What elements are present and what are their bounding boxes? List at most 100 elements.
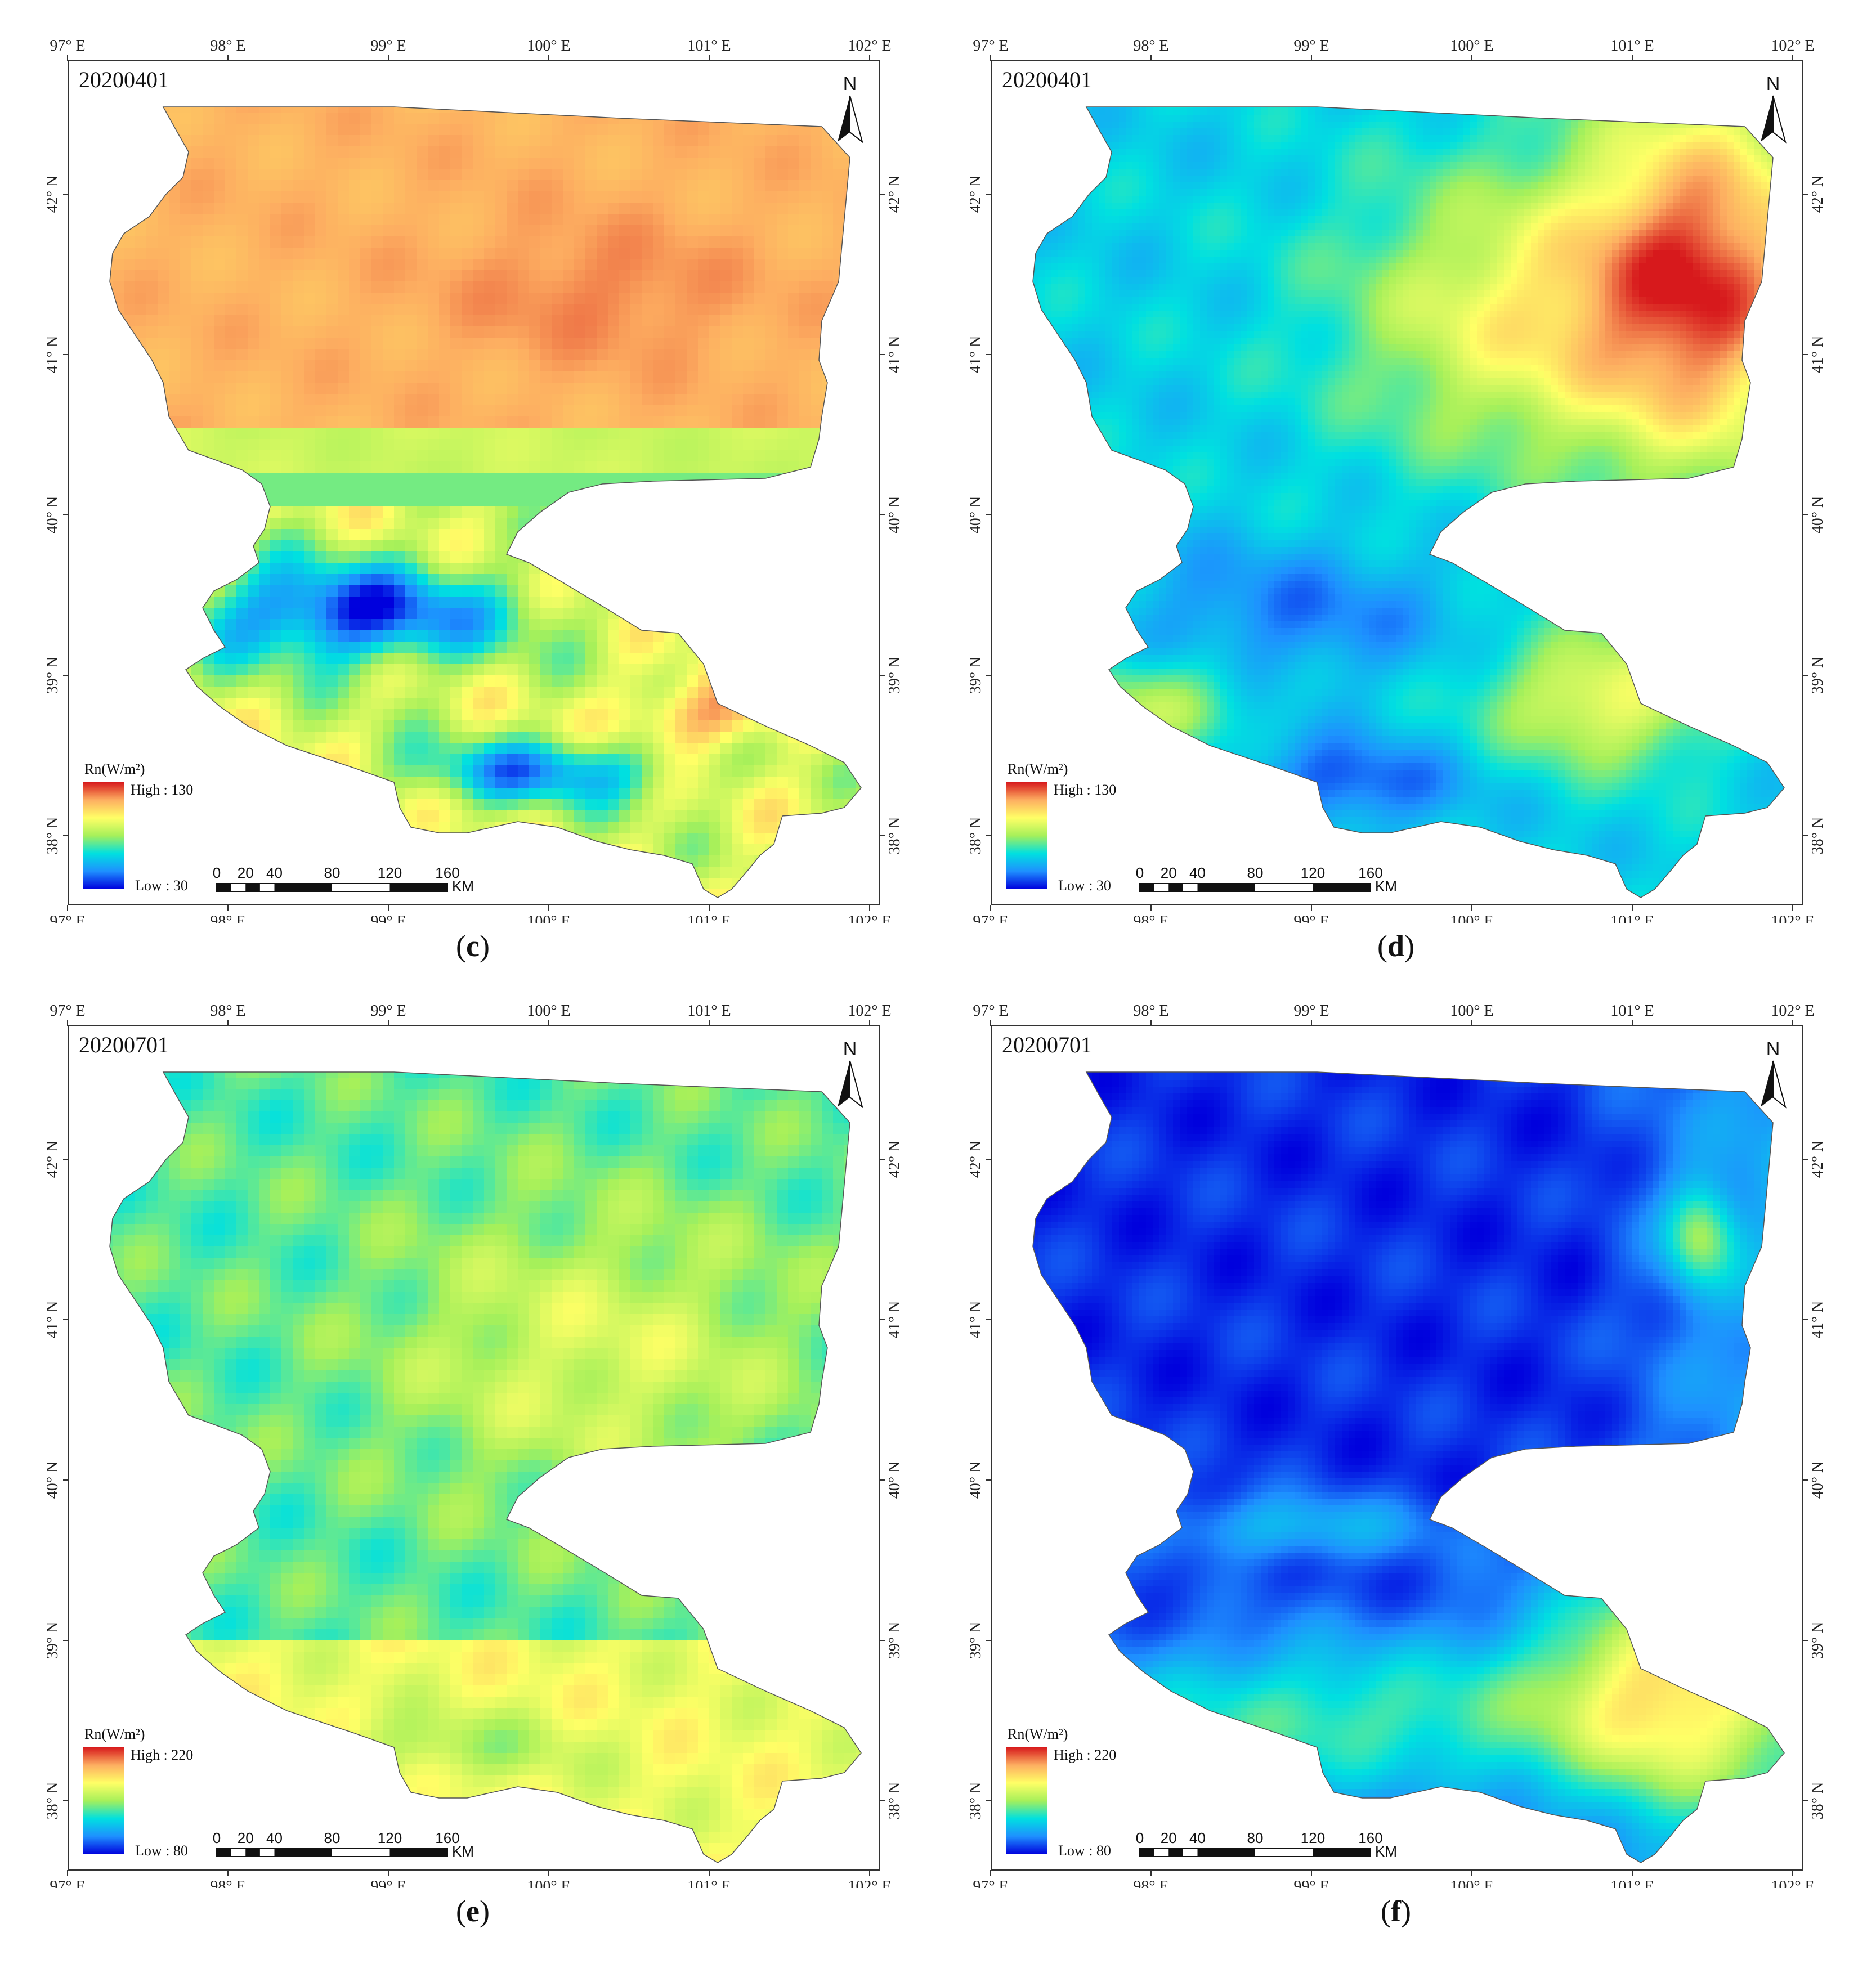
lat-label: 38° N xyxy=(967,1782,984,1819)
scale-tick-label: 80 xyxy=(324,1829,341,1846)
lon-label: 101° E xyxy=(1610,1002,1654,1020)
lat-label: 42° N xyxy=(967,1141,984,1178)
lon-label: 101° E xyxy=(687,1002,731,1020)
legend-high-label: High : 220 xyxy=(131,1747,193,1763)
panel-caption: (c) xyxy=(417,929,529,963)
lon-label: 99° E xyxy=(370,1878,406,1888)
legend-color-ramp xyxy=(83,782,124,889)
legend: Rn(W/m²) High : 220 Low : 80 xyxy=(83,1726,193,1859)
legend-high-label: High : 130 xyxy=(1054,782,1116,798)
north-arrow-icon: N xyxy=(1761,73,1787,144)
north-arrow-icon: N xyxy=(838,73,863,144)
panel-caption: (d) xyxy=(1340,929,1452,963)
lat-label: 40° N xyxy=(886,496,903,533)
legend-low-label: Low : 30 xyxy=(1058,877,1111,894)
lat-label: 39° N xyxy=(886,1622,903,1659)
scale-tick-label: 80 xyxy=(1247,864,1264,881)
north-arrow-icon: N xyxy=(1761,1038,1787,1109)
lon-label: 102° E xyxy=(848,1002,891,1020)
lon-label: 101° E xyxy=(1610,913,1654,923)
map-panel-c: 97° E 97° E 98° E 98° E 99° E 99° E 100° E 100°… xyxy=(34,23,912,979)
lat-label: 39° N xyxy=(967,1622,984,1659)
lon-label: 102° E xyxy=(1771,37,1814,55)
legend-title: Rn(W/m²) xyxy=(84,1726,145,1742)
lon-label: 99° E xyxy=(1293,1878,1329,1888)
scale-unit: KM xyxy=(452,878,474,895)
lon-label: 102° E xyxy=(1771,1002,1814,1020)
legend: Rn(W/m²) High : 130 Low : 30 xyxy=(83,761,193,894)
lat-label: 38° N xyxy=(886,817,903,854)
scale-tick-label: 40 xyxy=(266,864,283,881)
scale-tick-label: 120 xyxy=(378,1829,402,1846)
scale-tick-label: 0 xyxy=(1136,864,1144,881)
lat-label: 42° N xyxy=(1809,1141,1826,1178)
legend: Rn(W/m²) High : 130 Low : 30 xyxy=(1006,761,1116,894)
lat-label: 41° N xyxy=(967,336,984,373)
map-date: 20200401 xyxy=(1002,67,1092,92)
lon-label: 100° E xyxy=(527,913,570,923)
lon-label: 99° E xyxy=(1293,37,1329,55)
legend-high-label: High : 220 xyxy=(1054,1747,1116,1763)
lat-label: 40° N xyxy=(886,1461,903,1499)
lat-label: 42° N xyxy=(886,1141,903,1178)
lon-label: 102° E xyxy=(848,913,891,923)
lon-label: 101° E xyxy=(687,1878,731,1888)
scale-tick-label: 160 xyxy=(1358,1829,1382,1846)
scale-tick-label: 120 xyxy=(1301,864,1325,881)
basin-outline xyxy=(1032,1071,1785,1863)
lat-label: 38° N xyxy=(1809,1782,1826,1819)
lon-label: 101° E xyxy=(687,37,731,55)
map-panel-d: 97° E 97° E 98° E 98° E 99° E 99° E 100° E 100°… xyxy=(957,23,1835,979)
scale-tick-label: 160 xyxy=(1358,864,1382,881)
lon-label: 98° E xyxy=(1133,37,1168,55)
legend-high-label: High : 130 xyxy=(131,782,193,798)
panel-caption: (f) xyxy=(1340,1894,1452,1929)
scale-tick-label: 0 xyxy=(213,864,221,881)
lat-label: 42° N xyxy=(44,1141,61,1178)
lat-label: 41° N xyxy=(44,336,61,373)
map-figure: 97° E 97° E 98° E 98° E 99° E 99° E 100° E 100°… xyxy=(967,37,1826,923)
scale-tick-label: 20 xyxy=(1161,1829,1177,1846)
legend-low-label: Low : 80 xyxy=(1058,1842,1111,1859)
lon-label: 100° E xyxy=(527,1002,570,1020)
legend: Rn(W/m²) High : 220 Low : 80 xyxy=(1006,1726,1116,1859)
basin-outline xyxy=(109,1071,862,1863)
lon-label: 101° E xyxy=(1610,37,1654,55)
lat-label: 38° N xyxy=(886,1782,903,1819)
lon-label: 98° E xyxy=(1133,1002,1168,1020)
lat-label: 41° N xyxy=(967,1301,984,1338)
lat-label: 38° N xyxy=(44,817,61,854)
map-panel-e: 97° E 97° E 98° E 98° E 99° E 99° E 100° E 100°… xyxy=(34,988,912,1944)
lat-label: 41° N xyxy=(44,1301,61,1338)
north-arrow-icon: N xyxy=(838,1038,863,1109)
map-figure: 97° E 97° E 98° E 98° E 99° E 99° E 100° E 100°… xyxy=(967,1002,1826,1888)
scale-tick-label: 160 xyxy=(435,864,459,881)
lat-label: 41° N xyxy=(1809,336,1826,373)
legend-color-ramp xyxy=(83,1747,124,1854)
panel-caption: (e) xyxy=(417,1894,529,1929)
lon-label: 99° E xyxy=(1293,913,1329,923)
lat-label: 41° N xyxy=(886,336,903,373)
lon-label: 97° E xyxy=(973,37,1008,55)
scale-unit: KM xyxy=(1375,878,1397,895)
lon-label: 98° E xyxy=(1133,1878,1168,1888)
lon-label: 98° E xyxy=(1133,913,1168,923)
lon-label: 97° E xyxy=(50,913,85,923)
scale-tick-label: 120 xyxy=(1301,1829,1325,1846)
scale-tick-label: 40 xyxy=(1189,1829,1206,1846)
scale-tick-label: 0 xyxy=(1136,1829,1144,1846)
map-date: 20200701 xyxy=(79,1032,169,1057)
scale-tick-label: 20 xyxy=(238,1829,254,1846)
lon-label: 97° E xyxy=(973,913,1008,923)
lon-label: 100° E xyxy=(1450,37,1493,55)
lat-label: 39° N xyxy=(967,657,984,694)
scale-tick-label: 120 xyxy=(378,864,402,881)
map-date: 20200701 xyxy=(1002,1032,1092,1057)
lon-label: 100° E xyxy=(1450,913,1493,923)
lat-label: 40° N xyxy=(967,1461,984,1499)
lon-label: 99° E xyxy=(370,1002,406,1020)
lat-label: 40° N xyxy=(1809,496,1826,533)
lon-label: 97° E xyxy=(50,1878,85,1888)
scale-unit: KM xyxy=(452,1843,474,1860)
